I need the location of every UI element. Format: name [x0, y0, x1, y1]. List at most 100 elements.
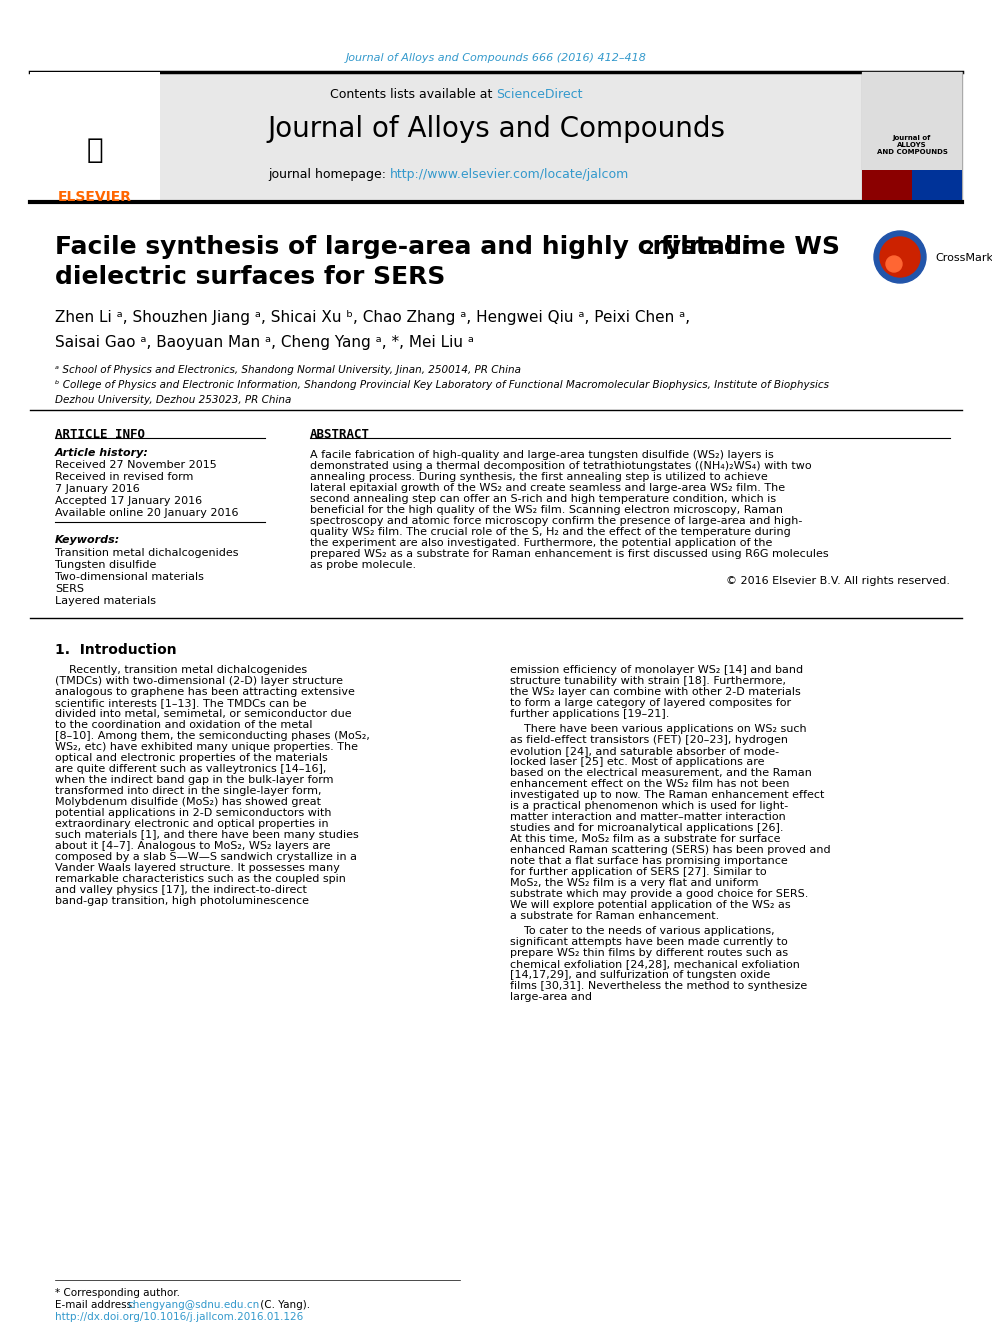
Text: locked laser [25] etc. Most of applications are: locked laser [25] etc. Most of applicati… — [510, 757, 765, 767]
Text: further applications [19–21].: further applications [19–21]. — [510, 709, 670, 718]
Text: © 2016 Elsevier B.V. All rights reserved.: © 2016 Elsevier B.V. All rights reserved… — [726, 576, 950, 586]
Text: second annealing step can offer an S-rich and high temperature condition, which : second annealing step can offer an S-ric… — [310, 493, 776, 504]
Text: At this time, MoS₂ film as a substrate for surface: At this time, MoS₂ film as a substrate f… — [510, 833, 781, 844]
Text: to the coordination and oxidation of the metal: to the coordination and oxidation of the… — [55, 720, 312, 730]
Text: a substrate for Raman enhancement.: a substrate for Raman enhancement. — [510, 912, 719, 921]
Text: emission efficiency of monolayer WS₂ [14] and band: emission efficiency of monolayer WS₂ [14… — [510, 665, 804, 675]
Circle shape — [874, 232, 926, 283]
Text: film on: film on — [652, 235, 759, 259]
FancyBboxPatch shape — [30, 71, 962, 200]
Text: optical and electronic properties of the materials: optical and electronic properties of the… — [55, 753, 327, 763]
Text: are quite different such as valleytronics [14–16],: are quite different such as valleytronic… — [55, 763, 326, 774]
Text: extraordinary electronic and optical properties in: extraordinary electronic and optical pro… — [55, 819, 328, 830]
Text: Article history:: Article history: — [55, 448, 149, 458]
Text: Tungsten disulfide: Tungsten disulfide — [55, 560, 157, 570]
Text: Received 27 November 2015: Received 27 November 2015 — [55, 460, 216, 470]
Text: large-area and: large-area and — [510, 992, 592, 1002]
Text: ELSEVIER: ELSEVIER — [58, 191, 132, 204]
Text: http://www.elsevier.com/locate/jalcom: http://www.elsevier.com/locate/jalcom — [390, 168, 629, 181]
FancyBboxPatch shape — [862, 71, 962, 169]
Text: studies and for microanalytical applications [26].: studies and for microanalytical applicat… — [510, 823, 784, 833]
Text: Recently, transition metal dichalcogenides: Recently, transition metal dichalcogenid… — [55, 665, 308, 675]
Text: evolution [24], and saturable absorber of mode-: evolution [24], and saturable absorber o… — [510, 746, 779, 755]
Text: (C. Yang).: (C. Yang). — [257, 1301, 310, 1310]
Text: note that a flat surface has promising importance: note that a flat surface has promising i… — [510, 856, 788, 867]
Text: potential applications in 2-D semiconductors with: potential applications in 2-D semiconduc… — [55, 808, 331, 818]
Text: ᵃ School of Physics and Electronics, Shandong Normal University, Jinan, 250014, : ᵃ School of Physics and Electronics, Sha… — [55, 365, 521, 374]
Text: SERS: SERS — [55, 583, 84, 594]
Text: Saisai Gao ᵃ, Baoyuan Man ᵃ, Cheng Yang ᵃ, *, Mei Liu ᵃ: Saisai Gao ᵃ, Baoyuan Man ᵃ, Cheng Yang … — [55, 335, 474, 351]
Text: investigated up to now. The Raman enhancement effect: investigated up to now. The Raman enhanc… — [510, 790, 824, 800]
Text: ScienceDirect: ScienceDirect — [496, 89, 582, 101]
Text: ARTICLE INFO: ARTICLE INFO — [55, 429, 145, 441]
Text: band-gap transition, high photoluminescence: band-gap transition, high photoluminesce… — [55, 896, 309, 906]
FancyBboxPatch shape — [862, 71, 962, 200]
Text: There have been various applications on WS₂ such: There have been various applications on … — [510, 724, 806, 734]
Text: * Corresponding author.: * Corresponding author. — [55, 1289, 180, 1298]
Text: [14,17,29], and sulfurization of tungsten oxide: [14,17,29], and sulfurization of tungste… — [510, 970, 770, 980]
Text: spectroscopy and atomic force microscopy confirm the presence of large-area and : spectroscopy and atomic force microscopy… — [310, 516, 803, 527]
Text: when the indirect band gap in the bulk-layer form: when the indirect band gap in the bulk-l… — [55, 775, 333, 785]
Text: Accepted 17 January 2016: Accepted 17 January 2016 — [55, 496, 202, 505]
Text: Zhen Li ᵃ, Shouzhen Jiang ᵃ, Shicai Xu ᵇ, Chao Zhang ᵃ, Hengwei Qiu ᵃ, Peixi Che: Zhen Li ᵃ, Shouzhen Jiang ᵃ, Shicai Xu ᵇ… — [55, 310, 690, 325]
Text: Two-dimensional materials: Two-dimensional materials — [55, 572, 204, 582]
FancyBboxPatch shape — [912, 169, 962, 200]
Text: journal homepage:: journal homepage: — [268, 168, 390, 181]
Text: http://dx.doi.org/10.1016/j.jallcom.2016.01.126: http://dx.doi.org/10.1016/j.jallcom.2016… — [55, 1312, 304, 1322]
Text: demonstrated using a thermal decomposition of tetrathiotungstates ((NH₄)₂WS₄) wi: demonstrated using a thermal decompositi… — [310, 460, 811, 471]
Text: chengyang@sdnu.edu.cn: chengyang@sdnu.edu.cn — [127, 1301, 259, 1310]
Text: prepared WS₂ as a substrate for Raman enhancement is first discussed using R6G m: prepared WS₂ as a substrate for Raman en… — [310, 549, 828, 560]
Text: such materials [1], and there have been many studies: such materials [1], and there have been … — [55, 830, 359, 840]
Circle shape — [880, 237, 920, 277]
Text: Journal of Alloys and Compounds: Journal of Alloys and Compounds — [267, 115, 725, 143]
Text: chemical exfoliation [24,28], mechanical exfoliation: chemical exfoliation [24,28], mechanical… — [510, 959, 800, 968]
Text: lateral epitaxial growth of the WS₂ and create seamless and large-area WS₂ film.: lateral epitaxial growth of the WS₂ and … — [310, 483, 785, 493]
Text: the experiment are also investigated. Furthermore, the potential application of : the experiment are also investigated. Fu… — [310, 538, 773, 548]
Text: 🌳: 🌳 — [86, 136, 103, 164]
Text: significant attempts have been made currently to: significant attempts have been made curr… — [510, 937, 788, 947]
Text: structure tunability with strain [18]. Furthermore,: structure tunability with strain [18]. F… — [510, 676, 786, 687]
Text: composed by a slab S—W—S sandwich crystallize in a: composed by a slab S—W—S sandwich crysta… — [55, 852, 357, 863]
Text: the WS₂ layer can combine with other 2-D materials: the WS₂ layer can combine with other 2-D… — [510, 687, 801, 697]
Text: 2: 2 — [643, 239, 655, 258]
Text: enhancement effect on the WS₂ film has not been: enhancement effect on the WS₂ film has n… — [510, 779, 790, 789]
Text: to form a large category of layered composites for: to form a large category of layered comp… — [510, 699, 792, 708]
Text: analogous to graphene has been attracting extensive: analogous to graphene has been attractin… — [55, 687, 355, 697]
Text: Layered materials: Layered materials — [55, 595, 156, 606]
Text: Received in revised form: Received in revised form — [55, 472, 193, 482]
Text: quality WS₂ film. The crucial role of the S, H₂ and the effect of the temperatur: quality WS₂ film. The crucial role of th… — [310, 527, 791, 537]
Text: To cater to the needs of various applications,: To cater to the needs of various applica… — [510, 926, 775, 935]
Text: WS₂, etc) have exhibited many unique properties. The: WS₂, etc) have exhibited many unique pro… — [55, 742, 358, 751]
Text: Contents lists available at: Contents lists available at — [329, 89, 496, 101]
Text: Facile synthesis of large-area and highly crystalline WS: Facile synthesis of large-area and highl… — [55, 235, 840, 259]
Text: transformed into direct in the single-layer form,: transformed into direct in the single-la… — [55, 786, 321, 796]
Text: is a practical phenomenon which is used for light-: is a practical phenomenon which is used … — [510, 800, 789, 811]
Text: 7 January 2016: 7 January 2016 — [55, 484, 140, 493]
Text: dielectric surfaces for SERS: dielectric surfaces for SERS — [55, 265, 445, 288]
FancyBboxPatch shape — [862, 169, 912, 200]
Text: based on the electrical measurement, and the Raman: based on the electrical measurement, and… — [510, 767, 811, 778]
Text: for further application of SERS [27]. Similar to: for further application of SERS [27]. Si… — [510, 867, 767, 877]
Text: Transition metal dichalcogenides: Transition metal dichalcogenides — [55, 548, 238, 558]
Text: as field-effect transistors (FET) [20–23], hydrogen: as field-effect transistors (FET) [20–23… — [510, 736, 788, 745]
Text: Available online 20 January 2016: Available online 20 January 2016 — [55, 508, 238, 519]
Text: [8–10]. Among them, the semiconducting phases (MoS₂,: [8–10]. Among them, the semiconducting p… — [55, 732, 370, 741]
Text: Keywords:: Keywords: — [55, 534, 120, 545]
Text: MoS₂, the WS₂ film is a very flat and uniform: MoS₂, the WS₂ film is a very flat and un… — [510, 878, 759, 888]
Text: Molybdenum disulfide (MoS₂) has showed great: Molybdenum disulfide (MoS₂) has showed g… — [55, 796, 321, 807]
Text: We will explore potential application of the WS₂ as: We will explore potential application of… — [510, 900, 791, 910]
Text: substrate which may provide a good choice for SERS.: substrate which may provide a good choic… — [510, 889, 808, 900]
Text: enhanced Raman scattering (SERS) has been proved and: enhanced Raman scattering (SERS) has bee… — [510, 845, 830, 855]
Text: A facile fabrication of high-quality and large-area tungsten disulfide (WS₂) lay: A facile fabrication of high-quality and… — [310, 450, 774, 460]
Text: and valley physics [17], the indirect-to-direct: and valley physics [17], the indirect-to… — [55, 885, 307, 894]
Text: divided into metal, semimetal, or semiconductor due: divided into metal, semimetal, or semico… — [55, 709, 351, 718]
Text: Journal of
ALLOYS
AND COMPOUNDS: Journal of ALLOYS AND COMPOUNDS — [877, 135, 947, 155]
Text: CrossMark: CrossMark — [935, 253, 992, 263]
Text: E-mail address:: E-mail address: — [55, 1301, 139, 1310]
Text: ᵇ College of Physics and Electronic Information, Shandong Provincial Key Laborat: ᵇ College of Physics and Electronic Info… — [55, 380, 829, 390]
Text: ABSTRACT: ABSTRACT — [310, 429, 370, 441]
Text: films [30,31]. Nevertheless the method to synthesize: films [30,31]. Nevertheless the method t… — [510, 980, 807, 991]
Text: about it [4–7]. Analogous to MoS₂, WS₂ layers are: about it [4–7]. Analogous to MoS₂, WS₂ l… — [55, 841, 330, 851]
Circle shape — [886, 255, 902, 273]
Text: scientific interests [1–13]. The TMDCs can be: scientific interests [1–13]. The TMDCs c… — [55, 699, 307, 708]
